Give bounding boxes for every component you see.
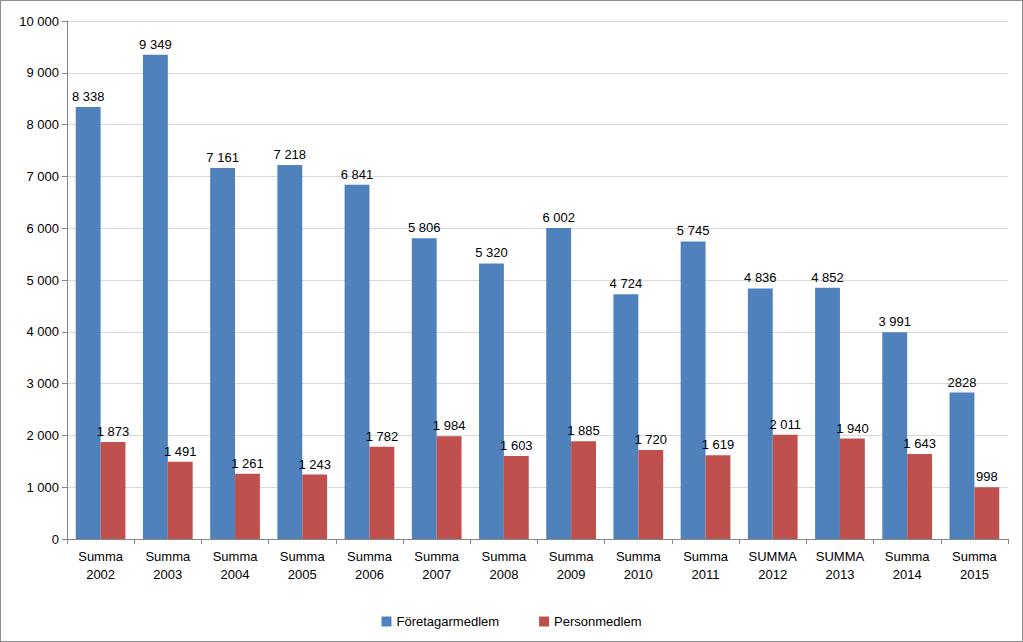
- svg-text:SUMMA: SUMMA: [749, 549, 798, 564]
- svg-text:Summa: Summa: [616, 549, 662, 564]
- svg-text:2007: 2007: [422, 567, 451, 582]
- svg-text:Summa: Summa: [78, 549, 124, 564]
- svg-text:4 836: 4 836: [744, 270, 777, 285]
- svg-text:7 000: 7 000: [26, 169, 59, 184]
- svg-text:1 643: 1 643: [903, 436, 936, 451]
- svg-text:Summa: Summa: [481, 549, 527, 564]
- svg-text:Summa: Summa: [683, 549, 729, 564]
- svg-text:SUMMA: SUMMA: [816, 549, 865, 564]
- svg-text:2010: 2010: [624, 567, 653, 582]
- svg-text:4 852: 4 852: [811, 270, 844, 285]
- svg-text:2008: 2008: [489, 567, 518, 582]
- svg-text:4 000: 4 000: [26, 324, 59, 339]
- svg-text:8 338: 8 338: [72, 89, 105, 104]
- svg-text:1 940: 1 940: [836, 421, 869, 436]
- svg-text:Summa: Summa: [549, 549, 595, 564]
- svg-text:Personmedlem: Personmedlem: [554, 614, 641, 629]
- svg-text:1 619: 1 619: [702, 437, 735, 452]
- svg-text:1 873: 1 873: [97, 424, 130, 439]
- svg-text:3 991: 3 991: [878, 314, 911, 329]
- svg-text:Företagarmedlem: Företagarmedlem: [396, 614, 499, 629]
- svg-text:10 000: 10 000: [19, 14, 59, 29]
- svg-text:5 000: 5 000: [26, 273, 59, 288]
- svg-text:1 603: 1 603: [500, 438, 533, 453]
- svg-text:3 000: 3 000: [26, 376, 59, 391]
- svg-text:1 782: 1 782: [366, 429, 399, 444]
- svg-text:1 243: 1 243: [298, 457, 331, 472]
- svg-text:2006: 2006: [355, 567, 384, 582]
- svg-text:Summa: Summa: [885, 549, 931, 564]
- svg-text:Summa: Summa: [145, 549, 191, 564]
- svg-text:1 885: 1 885: [567, 423, 600, 438]
- svg-text:Summa: Summa: [280, 549, 326, 564]
- svg-text:2003: 2003: [153, 567, 182, 582]
- svg-text:4 724: 4 724: [610, 276, 643, 291]
- svg-text:998: 998: [976, 469, 998, 484]
- svg-text:2013: 2013: [826, 567, 855, 582]
- svg-text:Summa: Summa: [414, 549, 460, 564]
- svg-text:2011: 2011: [692, 567, 720, 582]
- svg-text:0: 0: [52, 532, 59, 547]
- svg-text:1 984: 1 984: [433, 418, 466, 433]
- svg-text:5 320: 5 320: [475, 245, 508, 260]
- svg-text:2828: 2828: [947, 375, 976, 390]
- svg-text:5 745: 5 745: [677, 223, 710, 238]
- svg-text:2 011: 2 011: [769, 417, 801, 432]
- svg-text:2009: 2009: [557, 567, 586, 582]
- svg-text:9 349: 9 349: [139, 37, 172, 52]
- svg-text:2004: 2004: [221, 567, 250, 582]
- svg-text:2014: 2014: [893, 567, 922, 582]
- svg-text:6 841: 6 841: [341, 167, 374, 182]
- svg-text:5 806: 5 806: [408, 220, 441, 235]
- svg-text:2015: 2015: [960, 567, 989, 582]
- svg-text:Summa: Summa: [347, 549, 393, 564]
- svg-text:2005: 2005: [288, 567, 317, 582]
- svg-text:1 720: 1 720: [634, 432, 667, 447]
- svg-text:6 000: 6 000: [26, 221, 59, 236]
- svg-text:1 261: 1 261: [231, 456, 264, 471]
- svg-text:8 000: 8 000: [26, 117, 59, 132]
- svg-text:Summa: Summa: [213, 549, 259, 564]
- svg-text:2 000: 2 000: [26, 428, 59, 443]
- svg-text:7 218: 7 218: [274, 147, 307, 162]
- svg-text:2012: 2012: [758, 567, 787, 582]
- svg-text:1 491: 1 491: [164, 444, 197, 459]
- svg-text:Summa: Summa: [952, 549, 998, 564]
- svg-text:7 161: 7 161: [206, 150, 239, 165]
- svg-text:9 000: 9 000: [26, 65, 59, 80]
- svg-text:1 000: 1 000: [26, 480, 59, 495]
- svg-text:2002: 2002: [86, 567, 115, 582]
- svg-text:6 002: 6 002: [542, 210, 575, 225]
